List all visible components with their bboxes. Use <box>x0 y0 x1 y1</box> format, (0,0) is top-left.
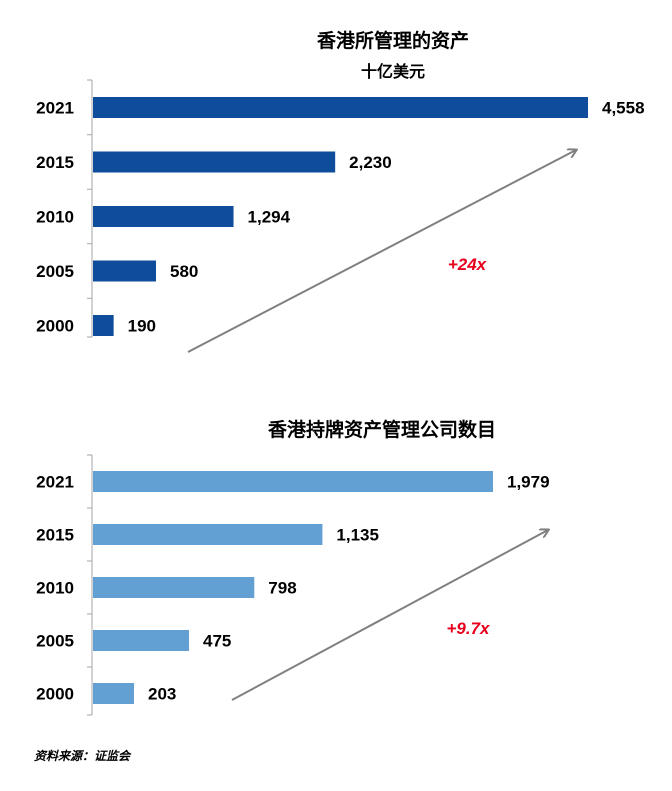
value-label: 190 <box>128 317 156 336</box>
bar-2005 <box>93 260 156 282</box>
bar-2021 <box>93 97 588 118</box>
chart-2-bars: 2021 1,979 2015 1,135 2010 798 2005 475 2000 203 <box>36 471 550 704</box>
category-label: 2015 <box>36 153 74 172</box>
bar-2000 <box>93 315 114 336</box>
category-label: 2000 <box>36 317 74 336</box>
bar-2015 <box>93 151 336 173</box>
chart-assets-under-management: 香港所管理的资产 十亿美元 2021 4,558 2015 2,230 2010 1,29… <box>36 29 645 353</box>
value-label: 798 <box>268 579 296 598</box>
chart-2-title: 香港持牌资产管理公司数目 <box>267 418 496 441</box>
category-label: 2005 <box>36 632 74 651</box>
bar-2010 <box>93 577 255 598</box>
value-label: 203 <box>148 685 176 704</box>
chart-1-title: 香港所管理的资产 <box>316 29 469 52</box>
bar-2000 <box>93 683 135 704</box>
bar-2010 <box>93 206 234 227</box>
value-label: 1,979 <box>507 473 550 492</box>
bar-2005 <box>93 630 190 651</box>
chart-2-axis <box>87 454 93 716</box>
value-label: 4,558 <box>602 99 645 118</box>
chart-1-growth-label: +24x <box>448 255 488 274</box>
value-label: 475 <box>203 632 231 651</box>
value-label: 1,135 <box>336 526 379 545</box>
chart-2-growth-label: +9.7x <box>446 619 491 638</box>
category-label: 2000 <box>36 685 74 704</box>
category-label: 2005 <box>36 262 74 281</box>
bar-2015 <box>93 524 323 545</box>
source-note: 资料来源：证监会 <box>34 749 132 763</box>
category-label: 2010 <box>36 579 74 598</box>
chart-1-subtitle: 十亿美元 <box>361 62 425 81</box>
category-label: 2010 <box>36 208 74 227</box>
category-label: 2015 <box>36 526 74 545</box>
chart-2-growth-arrow <box>231 530 548 701</box>
bar-2021 <box>93 471 493 492</box>
chart-1-bars: 2021 4,558 2015 2,230 2010 1,294 2005 580 2000 19… <box>36 97 645 336</box>
chart-1-axis <box>87 79 93 338</box>
value-label: 1,294 <box>248 208 291 227</box>
value-label: 2,230 <box>349 153 392 172</box>
chart-1-growth-arrow <box>187 150 576 353</box>
category-label: 2021 <box>36 99 74 118</box>
value-label: 580 <box>170 262 198 281</box>
category-label: 2021 <box>36 473 74 492</box>
